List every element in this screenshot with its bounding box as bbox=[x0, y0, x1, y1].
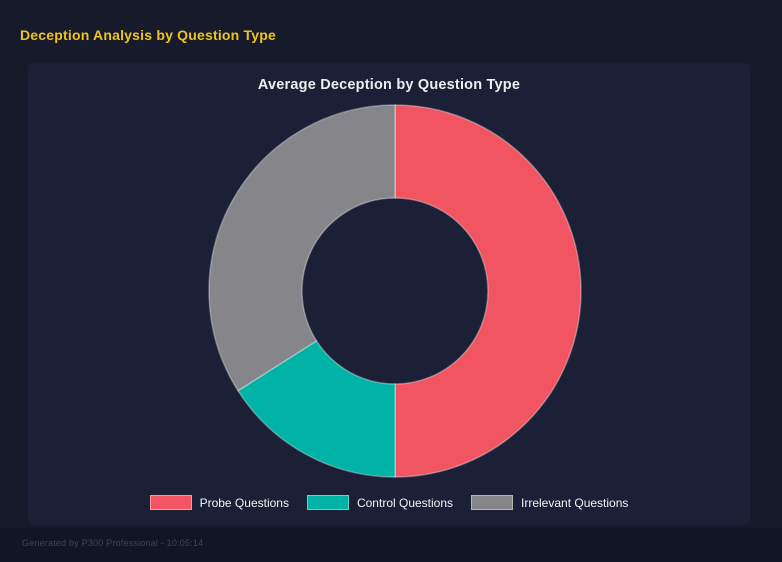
footer-generated-text: Generated by P300 Professional - 10:05:1… bbox=[22, 538, 204, 548]
legend-label-irrelevant-questions: Irrelevant Questions bbox=[521, 495, 629, 510]
legend-swatch-irrelevant-questions-icon bbox=[471, 495, 514, 510]
donut-chart bbox=[205, 101, 585, 481]
legend-swatch-control-questions-icon bbox=[306, 495, 349, 510]
donut-slice-control-questions[interactable] bbox=[236, 339, 396, 478]
donut-slice-probe-questions[interactable] bbox=[394, 104, 582, 478]
legend-item-probe-questions[interactable]: Probe Questions bbox=[149, 495, 289, 510]
legend-item-irrelevant-questions[interactable]: Irrelevant Questions bbox=[471, 495, 628, 510]
donut-slice-irrelevant-questions[interactable] bbox=[208, 104, 396, 392]
legend-label-probe-questions: Probe Questions bbox=[199, 495, 289, 510]
chart-title: Average Deception by Question Type bbox=[257, 77, 521, 93]
legend-item-control-questions[interactable]: Control Questions bbox=[306, 495, 454, 510]
donut-chart-svg bbox=[208, 104, 582, 478]
legend-swatch-probe-questions-icon bbox=[149, 495, 192, 510]
page-title: Deception Analysis by Question Type bbox=[20, 27, 276, 43]
legend-label-control-questions: Control Questions bbox=[356, 495, 454, 510]
chart-panel: Average Deception by Question Type Probe… bbox=[28, 63, 750, 525]
footer-bar: Generated by P300 Professional - 10:05:1… bbox=[0, 528, 782, 562]
chart-legend: Probe Questions Control Questions Irrele… bbox=[28, 495, 750, 510]
